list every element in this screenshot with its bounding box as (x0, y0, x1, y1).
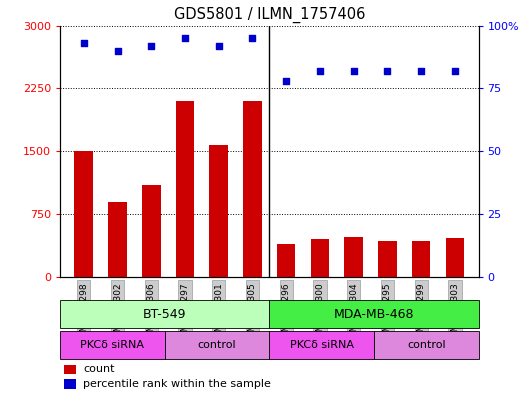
Bar (165, 331, 269, 359)
Bar (374, 331, 479, 359)
Point (181, 35, 189, 41)
Text: MDA-MB-468: MDA-MB-468 (334, 307, 414, 321)
Point (383, 68, 392, 74)
Point (113, 48, 122, 54)
Bar (108, 202, 127, 277)
Bar (243, 101, 262, 277)
Bar (269, 331, 374, 359)
Point (248, 35, 257, 41)
Bar (60, 331, 165, 359)
Point (316, 68, 324, 74)
Point (349, 68, 358, 74)
Point (282, 78, 290, 84)
Text: count: count (83, 364, 115, 374)
Point (214, 42, 223, 49)
Bar (311, 239, 329, 277)
Bar (60, 300, 269, 328)
Point (451, 68, 459, 74)
Bar (176, 101, 194, 277)
Bar (412, 241, 430, 277)
Bar (269, 300, 479, 328)
Point (147, 42, 155, 49)
Bar (345, 237, 363, 277)
Text: percentile rank within the sample: percentile rank within the sample (83, 379, 271, 389)
Bar (277, 244, 295, 277)
Title: GDS5801 / ILMN_1757406: GDS5801 / ILMN_1757406 (174, 7, 365, 23)
Text: BT-549: BT-549 (143, 307, 187, 321)
Bar (74, 151, 93, 277)
Bar (64, 379, 76, 389)
Text: control: control (198, 340, 236, 350)
Point (417, 68, 425, 74)
Point (79, 40, 88, 46)
Bar (142, 185, 161, 277)
Text: control: control (407, 340, 446, 350)
Bar (64, 365, 76, 374)
Text: PKCδ siRNA: PKCδ siRNA (290, 340, 354, 350)
Bar (446, 239, 464, 277)
Text: PKCδ siRNA: PKCδ siRNA (81, 340, 144, 350)
Bar (209, 145, 228, 277)
Bar (378, 241, 397, 277)
